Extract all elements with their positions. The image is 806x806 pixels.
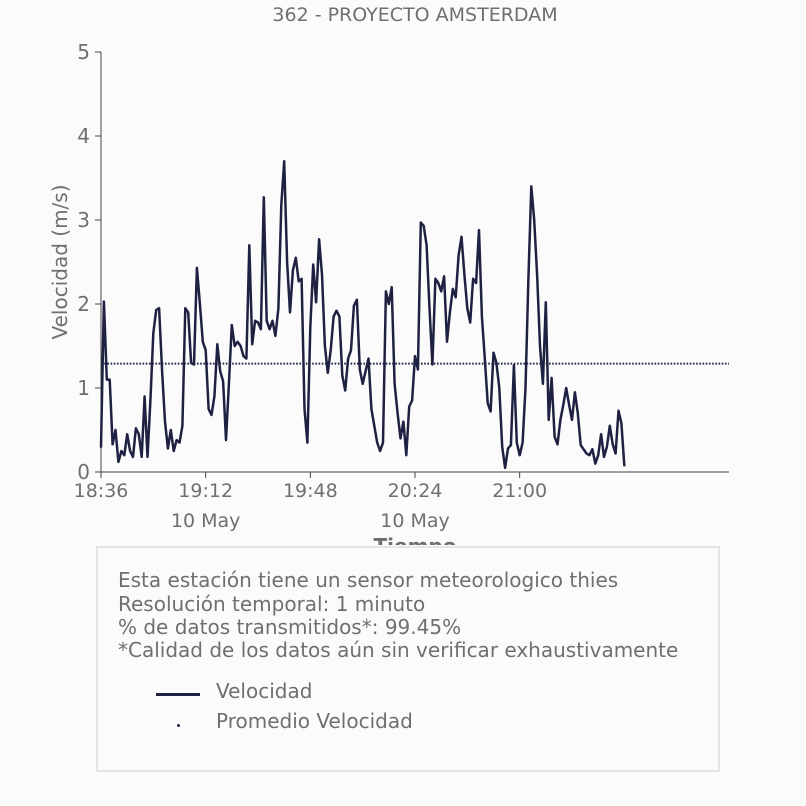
y-tick-label: 3: [77, 208, 90, 232]
y-axis-label: Velocidad (m/s): [48, 184, 72, 339]
x-tick-label: 19:48: [283, 480, 338, 502]
legend-line-swatch: [156, 693, 200, 696]
x-tick-label: 19:12: [178, 480, 233, 502]
chart: 362 - PROYECTO AMSTERDAM Velocidad (m/s)…: [48, 4, 729, 545]
x-tick-label: 18:36: [74, 480, 129, 502]
x-tick-label: 20:24: [388, 480, 443, 502]
y-ticks: 0 1 2 3 4 5: [77, 40, 101, 484]
info-quality-line: *Calidad de los datos aún sin verificar …: [118, 638, 679, 662]
info-resolution-line: Resolución temporal: 1 minuto: [118, 592, 426, 616]
info-transmitted-line: % de datos transmitidos*: 99.45%: [118, 615, 462, 639]
legend-label-velocidad: Velocidad: [216, 679, 313, 703]
y-tick-label: 0: [77, 460, 90, 484]
chart-title: 362 - PROYECTO AMSTERDAM: [272, 4, 557, 26]
x-tick-date-label: 10 May: [380, 510, 450, 532]
legend-label-promedio: Promedio Velocidad: [216, 709, 413, 733]
legend-dot-swatch: [177, 724, 180, 727]
y-tick-label: 5: [77, 40, 90, 64]
series-layer: [99, 159, 729, 470]
x-ticks: 18:36 19:12 10 May 19:48 20:24 10 May 21:00: [74, 472, 547, 532]
info-sensor-line: Esta estación tiene un sensor meteorolog…: [118, 568, 619, 592]
velocity-line: [99, 159, 626, 470]
info-box: Esta estación tiene un sensor meteorolog…: [96, 546, 720, 772]
x-axis-label: Tiempo: [374, 534, 457, 545]
y-tick-label: 4: [77, 124, 90, 148]
x-tick-label: 21:00: [492, 480, 547, 502]
x-tick-date-label: 10 May: [171, 510, 241, 532]
y-tick-label: 1: [77, 376, 90, 400]
y-tick-label: 2: [77, 292, 90, 316]
